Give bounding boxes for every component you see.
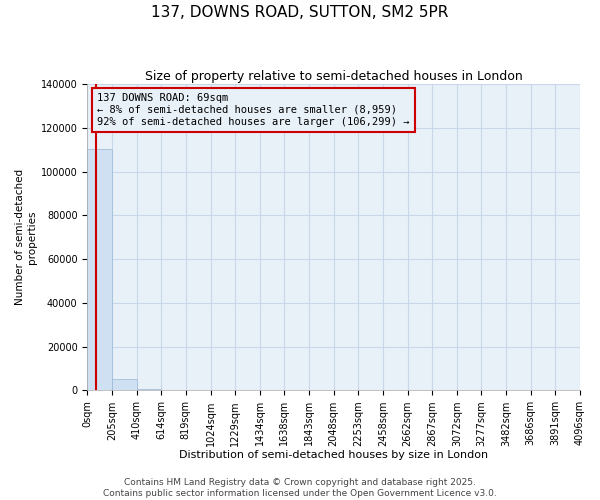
- Bar: [112, 379, 137, 390]
- Text: 137, DOWNS ROAD, SUTTON, SM2 5PR: 137, DOWNS ROAD, SUTTON, SM2 5PR: [151, 5, 449, 20]
- Text: Contains HM Land Registry data © Crown copyright and database right 2025.
Contai: Contains HM Land Registry data © Crown c…: [103, 478, 497, 498]
- X-axis label: Distribution of semi-detached houses by size in London: Distribution of semi-detached houses by …: [179, 450, 488, 460]
- Title: Size of property relative to semi-detached houses in London: Size of property relative to semi-detach…: [145, 70, 523, 83]
- Y-axis label: Number of semi-detached
properties: Number of semi-detached properties: [15, 170, 37, 306]
- Bar: [88, 148, 112, 390]
- Text: 137 DOWNS ROAD: 69sqm
← 8% of semi-detached houses are smaller (8,959)
92% of se: 137 DOWNS ROAD: 69sqm ← 8% of semi-detac…: [97, 94, 410, 126]
